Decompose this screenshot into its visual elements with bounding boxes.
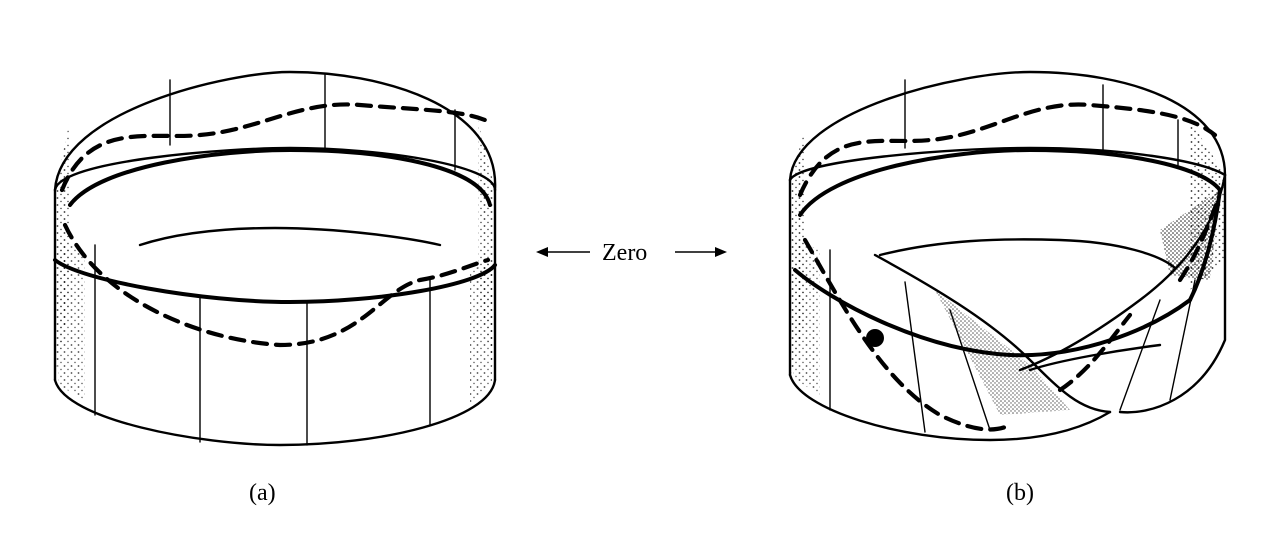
panel-label-a: (a)	[249, 480, 276, 506]
mobius-band-b	[788, 70, 1227, 442]
left-arrow-icon	[536, 247, 548, 257]
panel-label-b: (b)	[1006, 480, 1034, 506]
right-arrow-icon	[715, 247, 727, 257]
zero-label: Zero	[602, 240, 647, 266]
zero-indicator: Zero	[536, 240, 727, 266]
cylinder-band-a	[53, 70, 497, 447]
